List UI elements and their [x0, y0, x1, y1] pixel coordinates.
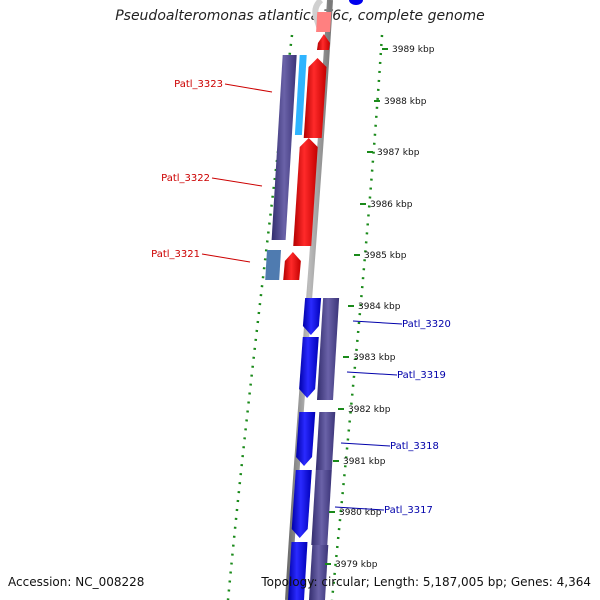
tick-label: 3981 kbp	[343, 457, 386, 467]
gene-label-Patl_3322[interactable]: Patl_3322	[161, 173, 210, 184]
cog-band-reverse-small[interactable]	[265, 250, 281, 280]
gene-label-Patl_3323[interactable]: Patl_3323	[174, 79, 223, 90]
cds-Patl_3318[interactable]	[296, 412, 316, 466]
cds-bottom[interactable]	[288, 542, 308, 600]
cog-band-forward-1[interactable]	[317, 298, 340, 400]
cds-Patl_3319[interactable]	[299, 337, 319, 398]
topology-text: Topology: circular; Length: 5,187,005 bp…	[261, 575, 591, 589]
cog-band-reverse-main[interactable]	[271, 55, 297, 240]
cds-top-fragment[interactable]	[317, 34, 330, 50]
gene-label-leader	[224, 83, 273, 93]
cog-band-forward-4[interactable]	[309, 545, 329, 600]
map-title: Pseudoalteromonas atlantica T6c, complet…	[115, 8, 485, 24]
cog-band-forward-3[interactable]	[311, 470, 332, 545]
gene-label-Patl_3319[interactable]: Patl_3319	[397, 370, 446, 381]
gene-label-leader	[211, 177, 263, 187]
scale-ticks: 3989 kbp 3988 kbp 3987 kbp 3986 kbp 3985 kbp…	[325, 45, 435, 570]
cds-Patl_3322[interactable]	[293, 138, 318, 246]
gene-label-leader	[346, 371, 398, 376]
tick-label: 3988 kbp	[384, 97, 427, 107]
tick-label: 3987 kbp	[377, 148, 420, 158]
cds-Patl_3320[interactable]	[302, 298, 322, 335]
tick-label: 3982 kbp	[348, 405, 391, 415]
gene-label-Patl_3318[interactable]: Patl_3318	[390, 441, 439, 452]
cds-Patl_3323[interactable]	[303, 58, 327, 138]
gene-label-Patl_3317[interactable]: Patl_3317	[384, 505, 433, 516]
cds-top-partial[interactable]	[316, 12, 332, 32]
cog-band-forward-2[interactable]	[315, 412, 336, 470]
gene-features	[265, 0, 363, 600]
gene-label-Patl_3321[interactable]: Patl_3321	[151, 249, 200, 260]
tick-label: 3986 kbp	[370, 200, 413, 210]
tick-label: 3979 kbp	[335, 560, 378, 570]
gene-label-leader	[340, 442, 391, 447]
accession-text: Accession: NC_008228	[8, 575, 145, 589]
gene-label-leader	[334, 506, 385, 511]
gene-label-Patl_3320[interactable]: Patl_3320	[402, 319, 451, 330]
gene-label-leader	[352, 320, 403, 325]
tick-label: 3984 kbp	[358, 302, 401, 312]
cds-Patl_3321[interactable]	[283, 252, 301, 280]
tick-label: 3989 kbp	[392, 45, 435, 55]
gene-labels: Patl_3323 Patl_3322 Patl_3321 Patl_3320 Patl…	[151, 79, 451, 516]
cog-band-alt[interactable]	[294, 55, 307, 135]
gene-label-leader	[201, 253, 251, 263]
tick-label: 3985 kbp	[364, 251, 407, 261]
feature-top-marker[interactable]	[349, 0, 363, 5]
tick-label: 3983 kbp	[353, 353, 396, 363]
cds-Patl_3317[interactable]	[291, 470, 312, 538]
tick-label: 3980 kbp	[339, 508, 382, 518]
